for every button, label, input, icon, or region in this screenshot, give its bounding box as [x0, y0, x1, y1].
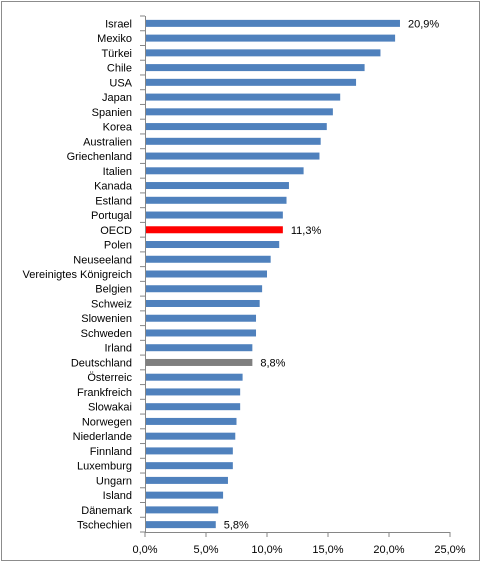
- data-label: 11,3%: [291, 225, 322, 237]
- bar: [145, 123, 327, 131]
- data-label: 20,9%: [408, 18, 439, 30]
- bar: [145, 270, 267, 278]
- bar: [145, 447, 233, 455]
- category-label: Spanien: [92, 107, 132, 119]
- category-label: Japan: [102, 92, 132, 104]
- data-label: 8,8%: [260, 357, 285, 369]
- category-label: Schweiz: [91, 298, 132, 310]
- category-label: Neuseeland: [73, 254, 132, 266]
- bar: [145, 64, 365, 72]
- bar: [145, 491, 224, 499]
- category-label: Luxemburg: [77, 461, 132, 473]
- bar: [145, 152, 320, 160]
- category-label: OECD: [100, 225, 132, 237]
- bar: [145, 521, 216, 529]
- bar: [145, 255, 271, 263]
- bar: [145, 314, 257, 322]
- bar: [145, 506, 219, 514]
- bar: [145, 137, 321, 145]
- category-label: Ungarn: [96, 475, 132, 487]
- bar: [145, 476, 228, 484]
- bar: [145, 226, 283, 234]
- bar: [145, 432, 236, 440]
- category-label: Griechenland: [67, 151, 132, 163]
- category-label: Tschechien: [77, 520, 132, 532]
- category-label: Estland: [95, 195, 132, 207]
- category-label: Irland: [104, 343, 132, 355]
- bar: [145, 403, 241, 411]
- category-label: USA: [109, 77, 132, 89]
- category-label: Schweden: [81, 328, 132, 340]
- category-label: Chile: [107, 63, 132, 75]
- category-label: Mexiko: [97, 33, 132, 45]
- category-label: Portugal: [91, 210, 132, 222]
- category-label: Türkei: [101, 48, 132, 60]
- category-label: Finnland: [90, 446, 132, 458]
- bar: [145, 78, 357, 86]
- category-label: Slowenien: [81, 313, 132, 325]
- x-tick-label: 15,0%: [312, 544, 343, 556]
- x-tick-label: 0,0%: [132, 544, 157, 556]
- bar: [145, 285, 263, 293]
- x-tick-label: 25,0%: [434, 544, 465, 556]
- bar: [145, 196, 287, 204]
- category-label: Israel: [105, 18, 132, 30]
- bar: [145, 167, 304, 175]
- bar: [145, 329, 257, 337]
- data-label: 5,8%: [224, 520, 249, 532]
- category-label: Korea: [103, 122, 133, 134]
- category-label: Italien: [103, 166, 132, 178]
- bar: [145, 93, 341, 101]
- bar: [145, 373, 243, 381]
- category-label: Deutschland: [71, 357, 132, 369]
- category-label: Vereinigtes Königreich: [23, 269, 132, 281]
- category-label: Dänemark: [81, 505, 132, 517]
- category-label: Norwegen: [82, 416, 132, 428]
- category-label: Slowakai: [88, 402, 132, 414]
- bar: [145, 19, 400, 27]
- bar: [145, 211, 283, 219]
- category-label: Frankfreich: [77, 387, 132, 399]
- bar: [145, 182, 289, 190]
- category-label: Australien: [83, 136, 132, 148]
- category-label: Österreic: [87, 372, 132, 384]
- x-tick-label: 10,0%: [251, 544, 282, 556]
- category-label: Niederlande: [73, 431, 132, 443]
- bar: [145, 49, 381, 57]
- bar: [145, 344, 253, 352]
- x-tick-label: 20,0%: [373, 544, 404, 556]
- bar: [145, 299, 260, 307]
- category-label: Polen: [104, 240, 132, 252]
- bar: [145, 417, 237, 425]
- bar: [145, 388, 241, 396]
- x-tick-label: 5,0%: [193, 544, 218, 556]
- bar: [145, 108, 333, 116]
- bar: [145, 34, 396, 42]
- category-label: Kanada: [94, 181, 133, 193]
- bar: [145, 358, 253, 366]
- bar: [145, 462, 233, 470]
- category-label: Belgien: [95, 284, 132, 296]
- category-label: Island: [103, 490, 132, 502]
- bar: [145, 241, 280, 249]
